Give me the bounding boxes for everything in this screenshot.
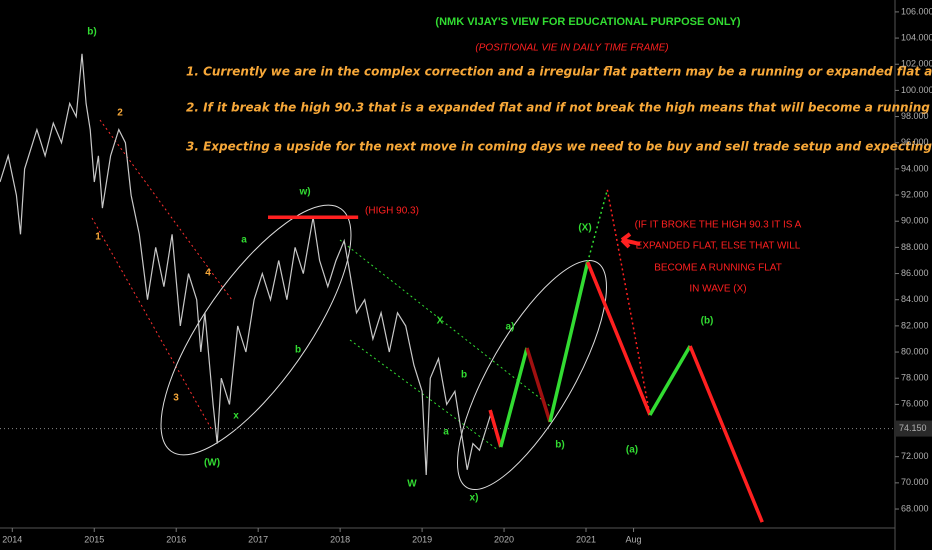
y-tick-label: 78.000 xyxy=(901,373,929,383)
y-tick-label: 102.000 xyxy=(901,59,932,69)
projection-segment xyxy=(688,345,764,523)
projection-segment xyxy=(499,347,529,448)
x-tick-label: 2020 xyxy=(494,534,514,544)
y-tick-label: 96.000 xyxy=(901,137,929,147)
ellipse xyxy=(160,204,352,456)
x-tick-label: 2019 xyxy=(412,534,432,544)
wave-label: (W) xyxy=(204,458,220,469)
y-tick-label: 76.000 xyxy=(901,399,929,409)
y-tick-label: 100.000 xyxy=(901,85,932,95)
x-tick-label: 2016 xyxy=(166,534,186,544)
projection-segment xyxy=(525,347,552,423)
wave-label: 4 xyxy=(205,268,211,279)
projection-segment xyxy=(548,261,590,423)
wave-label: a) xyxy=(506,322,515,333)
wave-label: (b) xyxy=(701,316,714,327)
projection-segment xyxy=(606,189,651,416)
drawings xyxy=(91,119,641,491)
wave-label: w) xyxy=(298,187,310,198)
y-tick-label: 92.000 xyxy=(901,189,929,199)
x-tick-label: 2017 xyxy=(248,534,268,544)
last-price-box xyxy=(895,420,932,437)
title: (NMK VIJAY'S VIEW FOR EDUCATIONAL PURPOS… xyxy=(435,16,740,28)
note: 3. Expecting a upside for the next move … xyxy=(186,140,932,154)
wave-label: (a) xyxy=(626,445,638,456)
note-box-line: BECOME A RUNNING FLAT xyxy=(654,263,782,274)
y-tick-label: 106.000 xyxy=(901,6,932,16)
y-tick-label: 70.000 xyxy=(901,477,929,487)
channel-line xyxy=(349,339,499,451)
x-tick-label: Aug xyxy=(626,534,642,544)
channel-line xyxy=(91,217,213,431)
note-box-line: IN WAVE (X) xyxy=(689,284,746,295)
wave-label: b xyxy=(295,345,301,356)
note-box-line: (IF IT BROKE THE HIGH 90.3 IT IS A xyxy=(635,220,802,231)
y-tick-label: 84.000 xyxy=(901,294,929,304)
x-tick-label: 2021 xyxy=(576,534,596,544)
last-price-label: 74.150 xyxy=(899,423,927,433)
note: 1. Currently we are in the complex corre… xyxy=(186,65,932,79)
projection-segment xyxy=(488,409,503,448)
note: 2. If it break the high 90.3 that is a e… xyxy=(186,101,932,115)
wave-label: b) xyxy=(87,27,96,38)
wave-label: 2 xyxy=(117,108,123,119)
subtitle: (POSITIONAL VIE IN DAILY TIME FRAME) xyxy=(475,43,668,54)
y-tick-label: 72.000 xyxy=(901,451,929,461)
x-tick-label: 2014 xyxy=(2,534,22,544)
wave-label: W xyxy=(407,479,417,490)
wave-label: a xyxy=(241,235,247,246)
channel-line xyxy=(339,239,556,411)
wave-label: x) xyxy=(470,493,479,504)
wave-label: b xyxy=(461,370,467,381)
y-tick-label: 68.000 xyxy=(901,503,929,513)
channel-line xyxy=(99,119,233,301)
y-tick-label: 94.000 xyxy=(901,163,929,173)
projection-segment xyxy=(648,345,692,416)
projection-segment xyxy=(586,261,652,416)
x-tick-label: 2018 xyxy=(330,534,350,544)
y-tick-label: 98.000 xyxy=(901,111,929,121)
ellipse xyxy=(457,259,607,491)
wave-label: 3 xyxy=(173,393,179,404)
x-tick-label: 2015 xyxy=(84,534,104,544)
note-box-line: EXPANDED FLAT, ELSE THAT WILL xyxy=(636,241,801,252)
y-tick-label: 104.000 xyxy=(901,32,932,42)
wave-label: a xyxy=(443,427,449,438)
y-tick-label: 88.000 xyxy=(901,242,929,252)
callout: (HIGH 90.3) xyxy=(365,206,419,217)
arrow xyxy=(620,232,641,249)
y-tick-label: 86.000 xyxy=(901,268,929,278)
y-tick-label: 80.000 xyxy=(901,346,929,356)
price-line xyxy=(0,53,493,476)
wave-label: b) xyxy=(555,440,564,451)
y-tick-label: 82.000 xyxy=(901,320,929,330)
wave-label: (X) xyxy=(578,223,591,234)
y-tick-label: 90.000 xyxy=(901,216,929,226)
wave-label: 1 xyxy=(95,232,101,243)
wave-label: x xyxy=(233,411,239,422)
wave-label: X xyxy=(437,316,444,327)
